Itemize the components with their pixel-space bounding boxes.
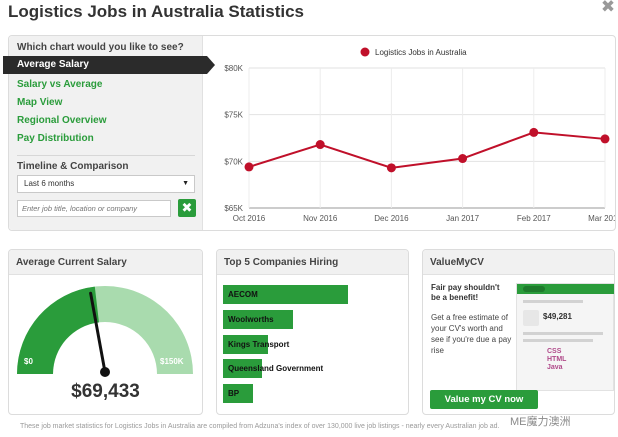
company-label: Woolworths [228, 315, 274, 324]
cv-preview-line [523, 339, 593, 342]
companies-panel: Top 5 Companies Hiring AECOM Woolworths … [216, 249, 409, 415]
sidebar-item-map-view[interactable]: Map View [17, 97, 63, 108]
x-tick-label: Jan 2017 [446, 214, 479, 223]
salary-value: $69,433 [71, 381, 140, 402]
data-point [458, 154, 468, 164]
y-tick-label: $80K [224, 64, 243, 73]
gauge-max-label: $150K [160, 357, 184, 366]
data-point [244, 162, 254, 172]
series-line [248, 131, 606, 169]
page-title: Logistics Jobs in Australia Statistics [8, 2, 305, 21]
sidebar-divider [17, 155, 195, 156]
gauge-fill [17, 286, 99, 374]
timeline-select-value: Last 6 months [24, 179, 75, 188]
legend-label: Logistics Jobs in Australia [375, 48, 467, 57]
search-input[interactable] [17, 200, 171, 217]
data-point [529, 127, 539, 137]
cv-preview-image: $49,281 CSS HTML Java [516, 283, 614, 391]
salary-gauge: $0 $150K [17, 286, 193, 377]
footer-text: These job market statistics for Logistic… [20, 423, 500, 430]
cv-panel-heading: ValueMyCV [423, 250, 614, 275]
gauge-needle [89, 291, 107, 374]
cv-headline: Fair pay shouldn't be a benefit! [431, 283, 500, 302]
salary-line-chart: $65K $70K $75K $80K Oct 2016 Nov 2016 Dec 2016… [205, 36, 615, 230]
cv-preview-word-cloud: CSS HTML Java [547, 348, 567, 371]
company-bar[interactable] [223, 285, 348, 304]
top-panel: Which chart would you like to see? Avera… [3, 35, 616, 231]
x-tick-label: Dec 2016 [374, 214, 409, 223]
company-label: BP [228, 389, 240, 398]
gauge-pivot [100, 367, 110, 377]
cv-preview-sticker [523, 310, 539, 326]
adzuna-logo-icon [523, 286, 545, 292]
company-label: Kings Transport [228, 340, 290, 349]
company-bar[interactable] [223, 384, 253, 403]
company-label: AECOM [228, 290, 258, 299]
x-tick-label: Nov 2016 [303, 214, 338, 223]
company-bar[interactable] [223, 359, 262, 378]
cv-body: Get a free estimate of your CV's worth a… [431, 313, 512, 355]
data-point [315, 140, 325, 150]
companies-panel-heading: Top 5 Companies Hiring [217, 250, 408, 275]
x-tick-label: Feb 2017 [517, 214, 551, 223]
go-button[interactable]: ✖ [178, 199, 196, 217]
y-tick-label: $70K [224, 157, 243, 166]
chart-sidebar: Which chart would you like to see? Avera… [3, 36, 215, 230]
chevron-down-icon: ▼ [182, 180, 189, 187]
sidebar-item-average-salary[interactable]: Average Salary [3, 56, 215, 74]
cv-preview-line [523, 300, 583, 303]
timeline-heading: Timeline & Comparison [17, 161, 129, 172]
data-point [600, 134, 610, 144]
cv-preview-value: $49,281 [543, 312, 572, 321]
x-tick-label: Oct 2016 [233, 214, 266, 223]
company-bar[interactable] [223, 310, 293, 329]
close-x-icon: ✖ [181, 200, 193, 215]
y-tick-label: $75K [224, 111, 243, 120]
cv-preview-header [517, 284, 614, 294]
cv-preview-line [523, 332, 603, 335]
timeline-select[interactable]: Last 6 months ▼ [17, 175, 195, 193]
sidebar-heading: Which chart would you like to see? [17, 42, 184, 53]
data-point [386, 163, 396, 173]
company-label: Queensland Government [228, 364, 324, 373]
value-my-cv-button[interactable]: Value my CV now [430, 390, 538, 409]
close-icon[interactable]: ✖ [600, 0, 616, 16]
gauge-min-label: $0 [24, 357, 33, 366]
line-chart-svg: $65K $70K $75K $80K Oct 2016 Nov 2016 Dec 2016… [224, 47, 615, 223]
cv-panel: ValueMyCV Fair pay shouldn't be a benefi… [422, 249, 615, 415]
sidebar-item-pay-distribution[interactable]: Pay Distribution [17, 133, 94, 144]
y-tick-label: $65K [224, 204, 243, 213]
sidebar-item-salary-vs-average[interactable]: Salary vs Average [17, 79, 103, 90]
company-bar[interactable] [223, 335, 268, 354]
legend-marker [360, 47, 370, 57]
watermark: ME魔力澳洲 [510, 416, 571, 428]
sidebar-item-regional-overview[interactable]: Regional Overview [17, 115, 107, 126]
salary-panel: Average Current Salary $0 $150K $69,433 [8, 249, 203, 415]
x-tick-label: Mar 2017 [588, 214, 615, 223]
salary-panel-heading: Average Current Salary [9, 250, 202, 275]
